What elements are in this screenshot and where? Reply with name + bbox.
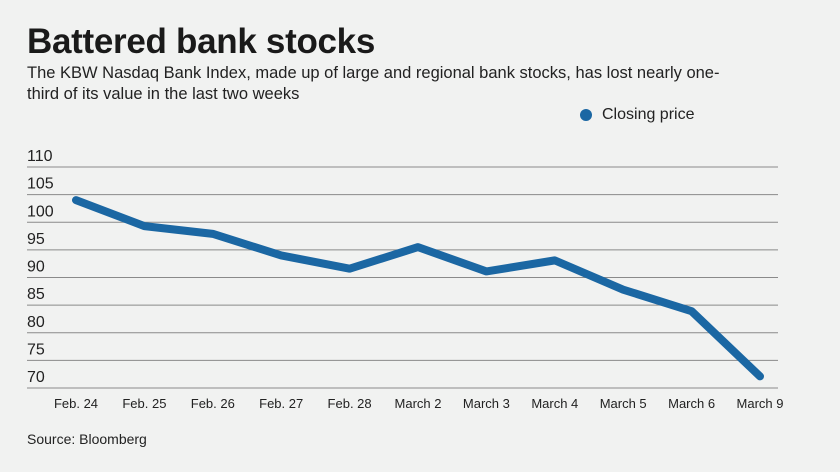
x-tick-label: Feb. 28 — [328, 396, 372, 411]
y-tick-label: 90 — [27, 259, 45, 276]
y-tick-label: 100 — [27, 203, 54, 220]
y-tick-label: 85 — [27, 286, 45, 303]
chart-subtitle: The KBW Nasdaq Bank Index, made up of la… — [27, 64, 720, 103]
y-tick-label: 105 — [27, 176, 54, 193]
legend-marker-icon — [580, 109, 592, 121]
x-tick-label: Feb. 25 — [122, 396, 166, 411]
x-tick-label: Feb. 27 — [259, 396, 303, 411]
series-line-closing-price — [72, 196, 764, 381]
y-tick-label: 95 — [27, 231, 45, 248]
legend-label: Closing price — [602, 106, 695, 123]
x-tick-label: March 9 — [737, 396, 784, 411]
x-tick-label: March 5 — [600, 396, 647, 411]
y-tick-label: 75 — [27, 341, 45, 358]
source-note: Source: Bloomberg — [27, 431, 147, 447]
x-tick-label: March 6 — [668, 396, 715, 411]
x-tick-label: March 2 — [395, 396, 442, 411]
x-tick-label: Feb. 26 — [191, 396, 235, 411]
chart-title: Battered bank stocks — [27, 22, 376, 61]
x-tick-label: March 3 — [463, 396, 510, 411]
legend: Closing price — [580, 106, 694, 124]
y-tick-label: 80 — [27, 314, 45, 331]
y-tick-label: 110 — [27, 148, 53, 165]
x-tick-label: March 4 — [531, 396, 578, 411]
x-tick-label: Feb. 24 — [54, 396, 98, 411]
y-tick-label: 70 — [27, 369, 45, 386]
